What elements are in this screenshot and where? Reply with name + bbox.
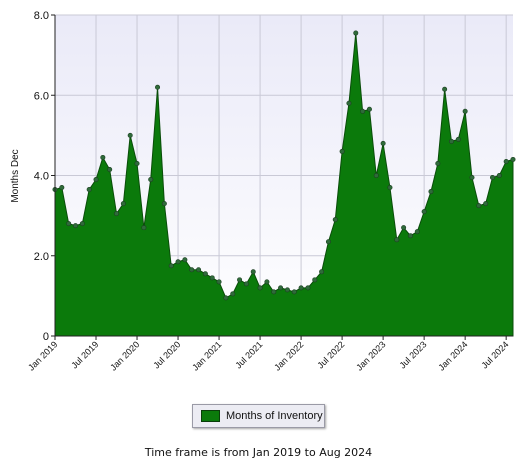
x-tick-label: Jul 2021 bbox=[233, 339, 264, 370]
data-point bbox=[483, 201, 489, 207]
timeframe-caption: Time frame is from Jan 2019 to Aug 2024 bbox=[144, 446, 373, 459]
data-point bbox=[442, 86, 448, 92]
data-point bbox=[223, 295, 229, 301]
data-point bbox=[346, 100, 352, 106]
data-point bbox=[414, 229, 420, 235]
x-axis-ticks: Jan 2019 Jul 2019 Jan 2020 Jul 2020 Jan 2021… bbox=[26, 336, 511, 373]
data-point bbox=[353, 30, 359, 36]
data-point bbox=[93, 177, 99, 183]
data-point bbox=[120, 201, 126, 207]
data-point bbox=[455, 136, 461, 142]
data-point bbox=[107, 166, 113, 172]
data-point bbox=[339, 148, 345, 154]
x-tick-label: Jan 2019 bbox=[26, 339, 59, 372]
data-points bbox=[52, 30, 516, 301]
y-tick-label: 6.0 bbox=[34, 90, 49, 102]
data-point bbox=[332, 217, 338, 223]
data-point bbox=[421, 209, 427, 215]
data-point bbox=[114, 211, 120, 217]
y-tick-label: 2.0 bbox=[34, 251, 49, 263]
x-tick-label: Jul 2022 bbox=[315, 339, 346, 370]
data-point bbox=[360, 108, 366, 114]
data-point bbox=[325, 239, 331, 245]
data-point bbox=[100, 154, 106, 160]
data-point bbox=[469, 175, 475, 181]
data-point bbox=[428, 189, 434, 195]
data-point bbox=[216, 279, 222, 285]
data-point bbox=[510, 156, 516, 162]
x-tick-label: Jan 2023 bbox=[354, 339, 387, 372]
data-point bbox=[175, 259, 181, 265]
data-point bbox=[202, 271, 208, 277]
legend-label: Months of Inventory bbox=[226, 410, 323, 422]
data-point bbox=[250, 269, 256, 275]
y-axis-ticks: 0 2.0 4.0 6.0 8.0 bbox=[34, 10, 55, 343]
data-point bbox=[73, 223, 79, 229]
y-tick-label: 8.0 bbox=[34, 10, 49, 22]
x-tick-label: Jan 2020 bbox=[108, 339, 141, 372]
data-point bbox=[189, 267, 195, 273]
data-point bbox=[476, 203, 482, 209]
data-point bbox=[394, 237, 400, 243]
y-axis-label: Months Dec bbox=[10, 149, 21, 202]
data-point bbox=[271, 289, 277, 295]
data-point bbox=[264, 279, 270, 285]
data-point bbox=[387, 185, 393, 191]
chart-legend: Months of Inventory bbox=[192, 404, 325, 428]
data-point bbox=[196, 267, 202, 273]
x-tick-label: Jul 2019 bbox=[69, 339, 100, 370]
data-point bbox=[319, 269, 325, 275]
data-point bbox=[366, 106, 372, 112]
x-tick-label: Jan 2024 bbox=[436, 339, 469, 372]
data-point bbox=[401, 225, 407, 231]
data-point bbox=[278, 285, 284, 291]
data-point bbox=[496, 173, 502, 179]
x-tick-label: Jan 2021 bbox=[190, 339, 223, 372]
data-point bbox=[373, 173, 379, 179]
data-point bbox=[209, 275, 215, 281]
data-point bbox=[230, 291, 236, 297]
data-point bbox=[489, 175, 495, 181]
data-point bbox=[284, 287, 290, 293]
data-point bbox=[168, 263, 174, 269]
data-point bbox=[291, 289, 297, 295]
x-tick-label: Jul 2024 bbox=[479, 339, 510, 370]
x-tick-label: Jul 2023 bbox=[397, 339, 428, 370]
data-point bbox=[448, 138, 454, 144]
y-tick-label: 4.0 bbox=[34, 171, 49, 183]
data-point bbox=[503, 158, 509, 164]
data-point bbox=[79, 221, 85, 227]
data-point bbox=[182, 257, 188, 263]
data-point bbox=[407, 233, 413, 239]
data-point bbox=[462, 108, 468, 114]
data-point bbox=[435, 160, 441, 166]
data-point bbox=[59, 185, 65, 191]
data-point bbox=[243, 281, 249, 287]
data-point bbox=[237, 277, 243, 283]
x-tick-label: Jan 2022 bbox=[272, 339, 305, 372]
data-point bbox=[155, 84, 161, 90]
y-tick-label: 0 bbox=[43, 331, 49, 343]
data-point bbox=[141, 225, 147, 231]
data-point bbox=[312, 277, 318, 283]
data-point bbox=[148, 177, 154, 183]
data-point bbox=[134, 160, 140, 166]
x-tick-label: Jul 2020 bbox=[151, 339, 182, 370]
data-point bbox=[127, 132, 133, 138]
data-point bbox=[298, 285, 304, 291]
data-point bbox=[86, 187, 92, 193]
data-point bbox=[257, 285, 263, 291]
data-point bbox=[305, 285, 311, 291]
data-point bbox=[161, 201, 167, 207]
data-point bbox=[380, 140, 386, 146]
data-point bbox=[66, 221, 72, 227]
legend-swatch bbox=[201, 410, 220, 422]
